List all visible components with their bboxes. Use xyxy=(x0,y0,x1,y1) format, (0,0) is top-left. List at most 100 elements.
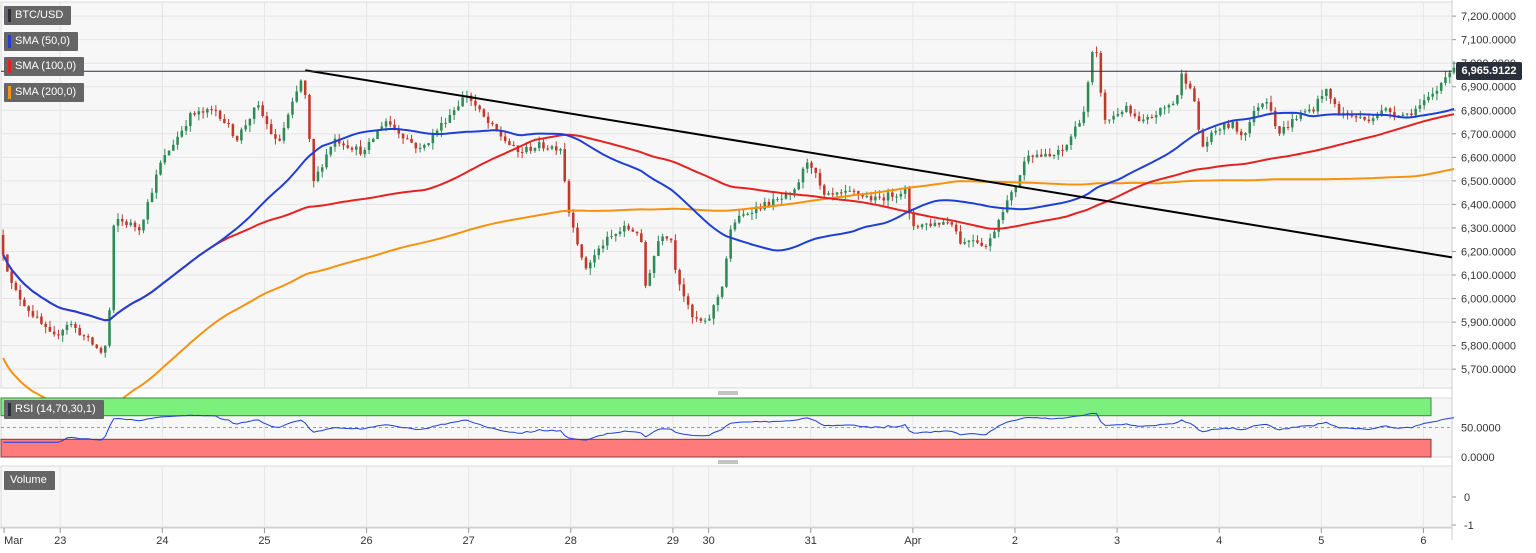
volume-legend[interactable]: Volume xyxy=(4,471,55,490)
candle-body xyxy=(61,329,64,336)
candle-body xyxy=(146,202,150,220)
candle-body xyxy=(95,344,99,348)
candle-body xyxy=(23,299,26,307)
sma200-legend[interactable]: SMA (200,0) xyxy=(4,83,85,102)
candle-body xyxy=(1112,115,1115,120)
symbol-legend[interactable]: BTC/USD xyxy=(4,6,72,25)
candle-body xyxy=(1273,110,1277,127)
candle-body xyxy=(69,324,73,326)
sma100-label: SMA (100,0) xyxy=(15,60,77,72)
candle-body xyxy=(729,229,732,259)
candle-body xyxy=(218,110,222,119)
candle-body xyxy=(354,146,358,150)
candle-body xyxy=(580,244,584,258)
candle-body xyxy=(516,145,520,152)
rsi-legend[interactable]: RSI (14,70,30,1) xyxy=(4,400,104,419)
candle-body xyxy=(950,222,954,225)
date-tick-label: Apr xyxy=(904,535,921,547)
candle-body xyxy=(997,220,1000,232)
candle-body xyxy=(367,141,371,150)
candle-body xyxy=(903,188,907,194)
candle-body xyxy=(937,222,941,225)
candle-body xyxy=(312,138,315,182)
sma100-line xyxy=(2,113,1455,322)
candle-body xyxy=(82,335,86,337)
candle-body xyxy=(150,192,154,203)
candle-body xyxy=(482,109,486,117)
candle-body xyxy=(793,189,796,194)
candle-body xyxy=(1061,149,1064,151)
candle-body xyxy=(1180,73,1183,96)
candle-body xyxy=(440,122,443,131)
candle-body xyxy=(822,185,826,195)
sma100-legend[interactable]: SMA (100,0) xyxy=(4,57,85,76)
candle-body xyxy=(925,223,928,225)
candle-body xyxy=(1142,119,1145,122)
candle-body xyxy=(525,146,528,153)
sma50-legend[interactable]: SMA (50,0) xyxy=(4,32,79,51)
candle-body xyxy=(1448,72,1451,78)
candle-body xyxy=(682,284,686,297)
price-tick-label: 6,800.0000 xyxy=(1461,105,1516,117)
candle-body xyxy=(946,222,949,224)
candle-body xyxy=(559,149,562,151)
candle-body xyxy=(665,236,669,239)
candle-body xyxy=(567,181,571,213)
price-tick-label: 6,300.0000 xyxy=(1461,223,1516,235)
candle-body xyxy=(933,222,937,226)
candle-body xyxy=(657,241,660,257)
candle-body xyxy=(1401,114,1405,116)
candle-body xyxy=(588,262,592,269)
candle-body xyxy=(1137,116,1141,122)
candle-body xyxy=(848,190,852,192)
candle-body xyxy=(176,136,179,145)
candle-body xyxy=(1125,105,1128,112)
candle-body xyxy=(708,318,711,321)
candle-body xyxy=(1303,111,1307,113)
candle-body xyxy=(1214,130,1217,133)
candle-body xyxy=(1252,110,1256,123)
rsi-tick-label: 50.0000 xyxy=(1461,423,1501,435)
candle-body xyxy=(1376,115,1379,119)
candle-body xyxy=(601,245,605,249)
volume-label: Volume xyxy=(10,474,47,486)
candle-body xyxy=(929,223,932,226)
candle-body xyxy=(920,224,924,228)
candle-body xyxy=(303,80,307,95)
candle-body xyxy=(814,167,818,173)
candle-body xyxy=(274,134,277,139)
candle-body xyxy=(861,194,864,197)
candle-body xyxy=(1227,123,1230,128)
date-tick-label: 30 xyxy=(703,535,715,547)
candle-body xyxy=(1197,101,1200,130)
candle-body xyxy=(193,113,196,115)
candle-body xyxy=(746,213,749,215)
candle-body xyxy=(1359,116,1362,118)
candle-body xyxy=(240,129,243,141)
candle-body xyxy=(1150,116,1154,118)
candle-body xyxy=(1201,129,1205,147)
candle-body xyxy=(184,126,188,131)
candle-body xyxy=(244,125,247,130)
date-tick-label: Mar xyxy=(4,535,23,547)
candle-body xyxy=(1422,100,1426,106)
candle-body xyxy=(35,316,39,318)
candle-body xyxy=(840,192,843,194)
candle-body xyxy=(737,215,741,223)
date-tick-label: 3 xyxy=(1114,535,1120,547)
candle-body xyxy=(750,212,754,214)
candle-body xyxy=(550,146,554,149)
price-tick-label: 5,900.0000 xyxy=(1461,317,1516,329)
candle-body xyxy=(1410,113,1413,116)
candle-body xyxy=(1444,77,1447,83)
candle-body xyxy=(1048,153,1052,157)
candle-body xyxy=(699,318,703,321)
candle-body xyxy=(1269,102,1273,111)
candle-body xyxy=(1086,82,1090,112)
candle-body xyxy=(167,150,171,156)
candle-body xyxy=(546,148,549,150)
candle-body xyxy=(48,326,52,332)
candle-body xyxy=(1205,141,1209,147)
candle-body xyxy=(44,323,47,327)
